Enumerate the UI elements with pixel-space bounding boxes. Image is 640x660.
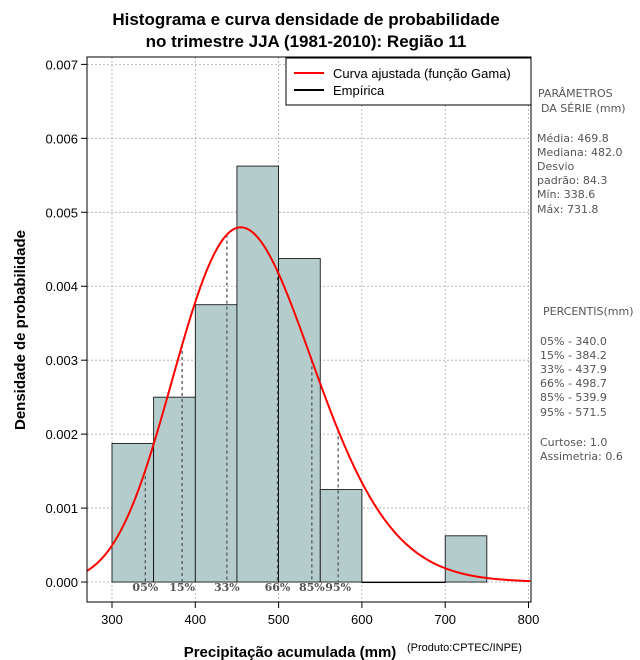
- stat-max: Máx: 731.8: [537, 203, 598, 216]
- percentil-95: 95% - 571.5: [540, 406, 607, 419]
- params-title-line2: DA SÉRIE (mm): [541, 102, 626, 115]
- x-tick-label: 600: [351, 612, 373, 627]
- y-tick-label: 0.002: [45, 427, 78, 442]
- params-title-line1: PARÂMETROS: [538, 87, 613, 100]
- x-tick-label: 800: [518, 612, 540, 627]
- percentil-33: 33% - 437.9: [540, 363, 607, 376]
- percentile-label: 95%: [325, 581, 351, 594]
- stat-sd-line2: padrão: 84.3: [537, 174, 607, 187]
- histogram-bar: [361, 581, 404, 584]
- percentile-label: 05%: [132, 581, 158, 594]
- x-tick-label: 500: [268, 612, 290, 627]
- x-tick-label: 400: [184, 612, 206, 627]
- chart-title-line2: no trimestre JJA (1981-2010): Região 11: [146, 32, 467, 51]
- legend-box: [285, 57, 532, 106]
- percentile-labels: 05% 15% 33% 66% 85% 95%: [132, 581, 351, 594]
- histogram-bar: [278, 258, 321, 583]
- percentil-15: 15% - 384.2: [540, 349, 607, 362]
- percentil-05: 05% - 340.0: [540, 335, 607, 348]
- stat-min: Mín: 338.6: [537, 188, 595, 201]
- stat-median: Mediana: 482.0: [537, 146, 622, 159]
- percentile-label: 66%: [265, 581, 291, 594]
- plot-frame: [86, 56, 532, 603]
- y-tick-label: 0.001: [45, 501, 78, 516]
- x-axis-ticks: 300 400 500 600 700 800: [101, 602, 539, 627]
- histogram-bar: [319, 489, 363, 583]
- x-tick-label: 300: [101, 612, 123, 627]
- y-tick-label: 0.005: [45, 205, 78, 220]
- y-axis-ticks: 0.000 0.001 0.002 0.003 0.004 0.005 0.006 0.007: [45, 57, 87, 590]
- skewness: Assimetria: 0.6: [540, 450, 623, 463]
- series-parameters-panel: PARÂMETROS DA SÉRIE (mm) Média: 469.8 Me…: [537, 87, 626, 216]
- y-axis-label: Densidade de probabilidade: [12, 230, 29, 430]
- percentiles-panel: PERCENTIS(mm) 05% - 340.0 15% - 384.2 33…: [540, 305, 634, 463]
- histogram-bar: [153, 396, 196, 583]
- stat-mean: Média: 469.8: [537, 132, 609, 145]
- y-tick-label: 0.003: [45, 353, 78, 368]
- percentile-label: 15%: [169, 581, 195, 594]
- x-axis-label: Precipitação acumulada (mm): [184, 644, 397, 660]
- percentil-85: 85% - 539.9: [540, 391, 607, 404]
- kurtosis: Curtose: 1.0: [540, 436, 607, 449]
- y-tick-label: 0.000: [45, 575, 78, 590]
- histogram-bar: [194, 304, 238, 583]
- percentile-label: 33%: [214, 581, 240, 594]
- percentil-66: 66% - 498.7: [540, 377, 607, 390]
- legend-empirical-label: Empírica: [333, 83, 385, 98]
- percentis-title: PERCENTIS(mm): [543, 305, 634, 318]
- y-tick-label: 0.007: [45, 57, 78, 72]
- histogram-bar: [236, 165, 279, 583]
- percentile-label: 85%: [299, 581, 325, 594]
- gamma-fit-curve: [86, 226, 531, 583]
- chart-title-line1: Histograma e curva densidade de probabil…: [112, 10, 499, 29]
- legend: Curva ajustada (função Gama) Empírica: [285, 57, 532, 106]
- x-tick-label: 700: [434, 612, 456, 627]
- legend-curve-label: Curva ajustada (função Gama): [333, 66, 511, 81]
- y-tick-label: 0.004: [45, 279, 78, 294]
- product-credit: (Produto:CPTEC/INPE): [407, 642, 522, 654]
- histogram-bars: [111, 165, 488, 584]
- y-tick-label: 0.006: [45, 131, 78, 146]
- histogram-bar: [403, 581, 446, 584]
- percentile-lines: [144, 234, 339, 583]
- stat-sd-line1: Desvio: [537, 160, 575, 173]
